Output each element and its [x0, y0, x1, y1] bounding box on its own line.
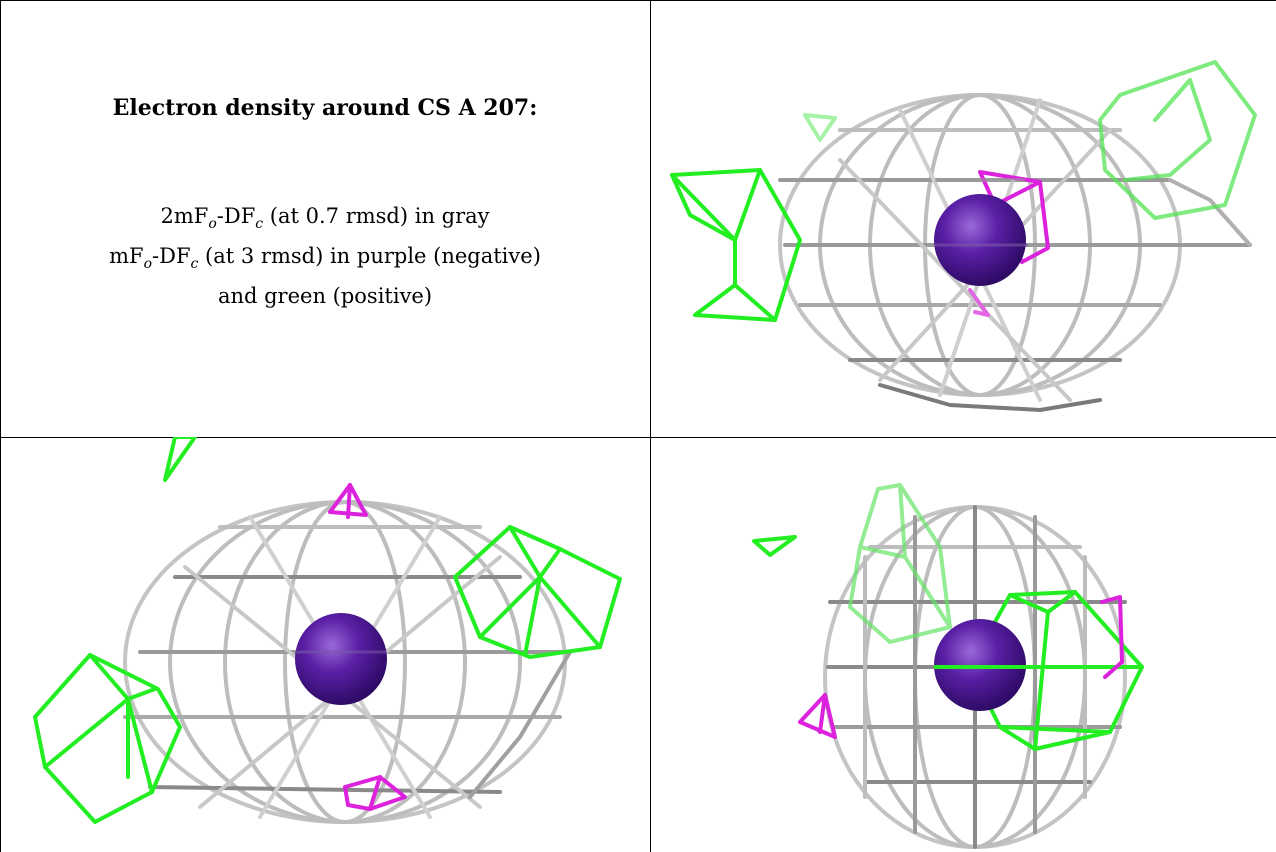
positive-density-green	[670, 168, 802, 322]
caption-line-positive: and green (positive)	[217, 284, 433, 309]
table-divider-vertical	[650, 0, 651, 852]
density-view-bottom-right	[650, 437, 1276, 852]
caption-line-2fofc: 2mFo-DFc (at 0.7 rmsd) in gray	[160, 204, 490, 233]
density-render-top-right	[670, 60, 1257, 412]
density-mesh-2fofc	[778, 93, 1252, 412]
negative-density-magenta	[798, 595, 1124, 739]
positive-density-green-faded	[848, 483, 952, 644]
caption-line-fofc: mFo-DFc (at 3 rmsd) in purple (negative)	[109, 244, 541, 273]
density-view-top-right	[650, 0, 1276, 437]
cesium-atom-sphere	[934, 194, 1026, 286]
density-render-bottom-left	[33, 437, 622, 824]
density-view-bottom-left	[0, 437, 650, 852]
table-border-top	[0, 0, 1276, 1]
table-border-left	[0, 0, 1, 852]
caption-cell: Electron density around CS A 207: 2mFo-D…	[0, 0, 650, 437]
negative-density-magenta	[328, 483, 407, 811]
positive-density-green	[752, 535, 1144, 751]
caption-title: Electron density around CS A 207:	[112, 95, 538, 121]
caption-legend: 2mFo-DFc (at 0.7 rmsd) in gray mFo-DFc (…	[0, 200, 650, 312]
table-divider-horizontal	[0, 437, 1276, 438]
cesium-atom-sphere	[295, 613, 387, 705]
positive-density-green	[33, 437, 622, 824]
density-render-bottom-right	[752, 483, 1144, 849]
positive-density-green-faded	[803, 60, 1257, 220]
